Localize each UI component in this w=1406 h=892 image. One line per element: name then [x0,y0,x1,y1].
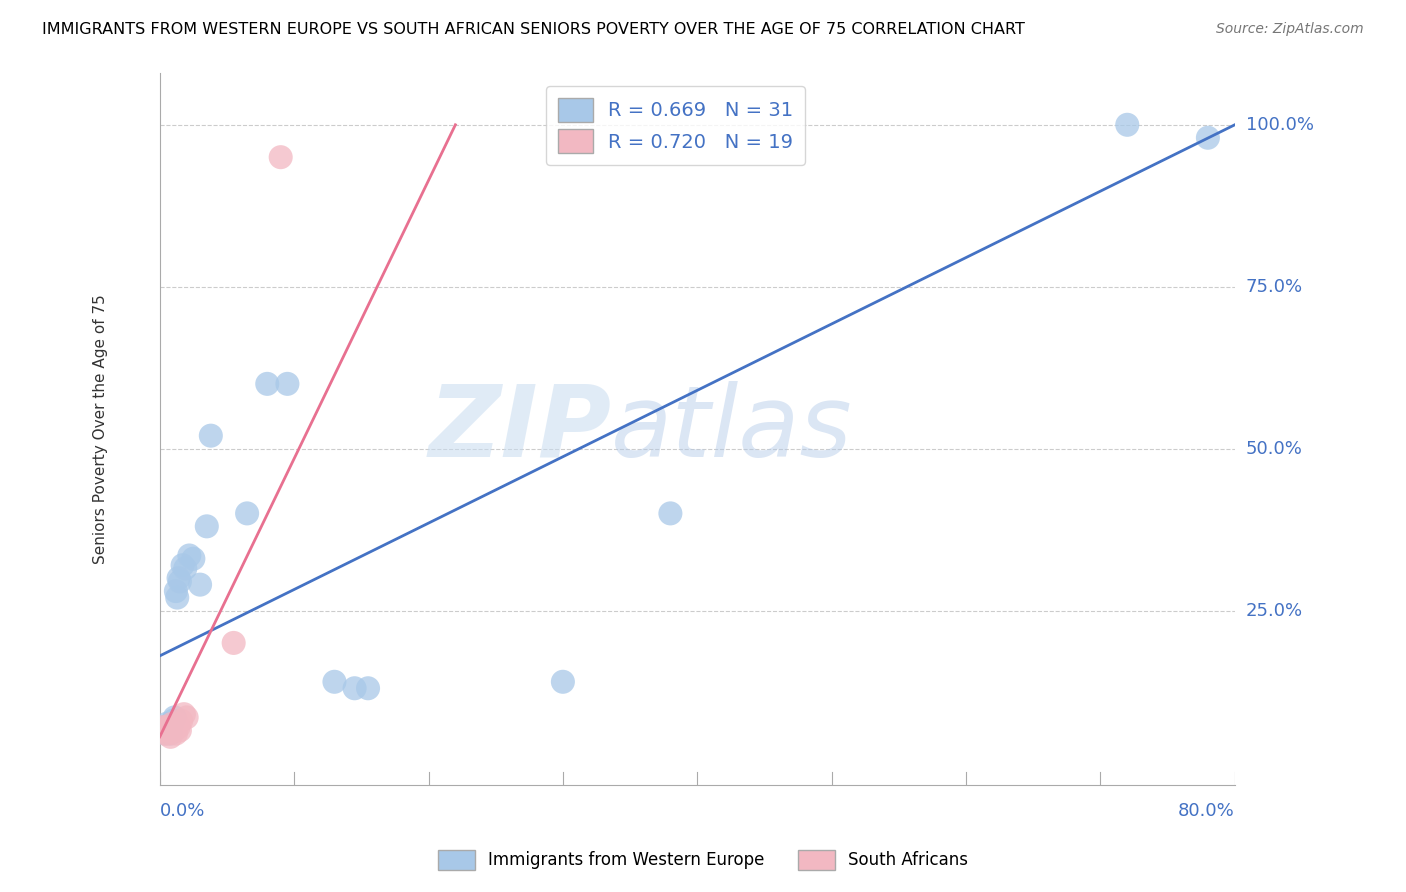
Point [551,674,574,689]
Point [162,720,184,734]
Point [166,591,188,605]
Point [179,549,201,563]
Point [152,720,174,734]
Text: atlas: atlas [612,381,853,478]
Point [157,726,180,740]
Point [159,726,181,740]
Point [659,507,682,521]
Text: 0.0%: 0.0% [160,802,205,820]
Point [169,723,191,738]
Point [159,730,181,744]
Text: 80.0%: 80.0% [1178,802,1234,820]
Point [166,717,188,731]
Point [152,723,174,738]
Point [256,376,278,391]
Point [160,717,183,731]
Text: 25.0%: 25.0% [1246,601,1302,620]
Point [170,714,193,728]
Point [162,714,184,728]
Point [153,726,176,740]
Point [323,674,346,689]
Point [1197,130,1219,145]
Point [236,507,259,521]
Point [160,717,183,731]
Point [165,726,187,740]
Point [222,636,245,650]
Point [174,561,197,575]
Text: Source: ZipAtlas.com: Source: ZipAtlas.com [1216,22,1364,37]
Point [155,717,177,731]
Point [165,584,187,599]
Point [188,577,211,591]
Point [183,551,205,566]
Point [167,720,190,734]
Point [152,720,174,734]
Point [153,726,176,740]
Point [169,574,191,589]
Point [200,428,222,442]
Point [343,681,366,696]
Point [155,720,177,734]
Point [276,376,298,391]
Point [173,707,195,722]
Text: IMMIGRANTS FROM WESTERN EUROPE VS SOUTH AFRICAN SENIORS POVERTY OVER THE AGE OF : IMMIGRANTS FROM WESTERN EUROPE VS SOUTH … [42,22,1025,37]
Point [167,571,190,585]
Point [163,723,186,738]
Point [157,723,180,738]
Point [156,723,179,738]
Legend: Immigrants from Western Europe, South Africans: Immigrants from Western Europe, South Af… [432,843,974,877]
Text: 50.0%: 50.0% [1246,440,1302,458]
Point [152,723,174,738]
Point [1116,118,1139,132]
Point [156,720,179,734]
Point [195,519,218,533]
Text: ZIP: ZIP [429,381,612,478]
Point [172,558,194,573]
Point [176,710,198,724]
Text: Seniors Poverty Over the Age of 75: Seniors Poverty Over the Age of 75 [93,294,108,564]
Text: 75.0%: 75.0% [1246,277,1302,296]
Point [163,710,186,724]
Text: 100.0%: 100.0% [1246,116,1313,134]
Point [357,681,380,696]
Legend: R = 0.669   N = 31, R = 0.720   N = 19: R = 0.669 N = 31, R = 0.720 N = 19 [547,87,806,165]
Point [270,150,292,164]
